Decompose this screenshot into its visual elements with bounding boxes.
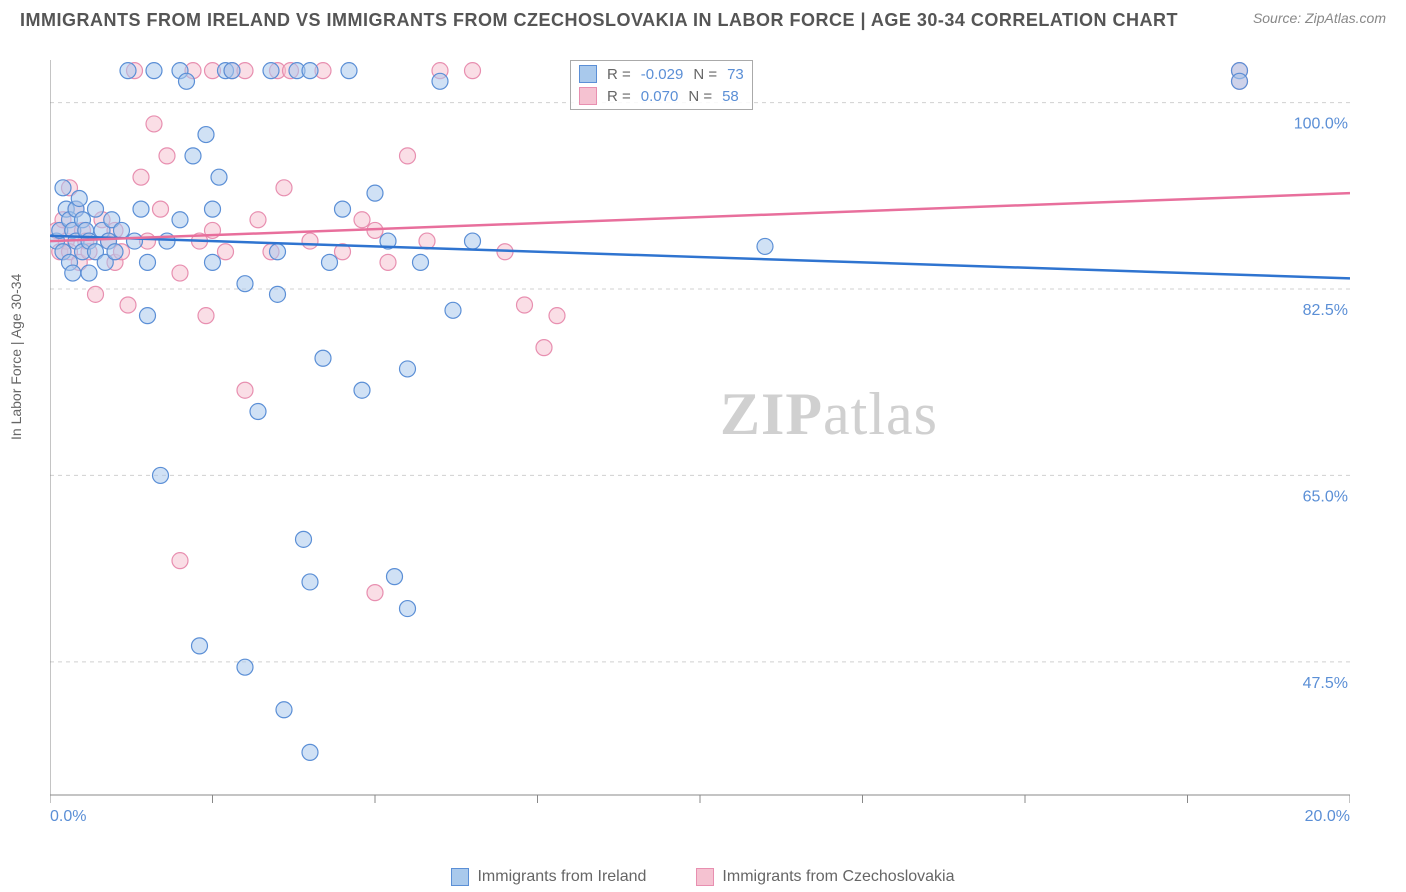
r-label: R = — [607, 66, 631, 83]
n-value-ireland: 73 — [727, 66, 744, 83]
legend-item-czech: Immigrants from Czechoslovakia — [696, 868, 954, 886]
legend-stats-row: R = -0.029 N = 73 — [579, 63, 744, 85]
n-value-czech: 58 — [722, 88, 739, 105]
source-label: Source: ZipAtlas.com — [1253, 10, 1386, 26]
n-label: N = — [688, 88, 712, 105]
legend-label-ireland: Immigrants from Ireland — [477, 868, 646, 886]
r-label: R = — [607, 88, 631, 105]
legend-swatch-czech-icon — [696, 868, 714, 886]
svg-text:82.5%: 82.5% — [1303, 302, 1348, 319]
legend-swatch-czech — [579, 87, 597, 105]
legend-stats-row: R = 0.070 N = 58 — [579, 85, 744, 107]
legend-item-ireland: Immigrants from Ireland — [451, 868, 646, 886]
svg-text:47.5%: 47.5% — [1303, 675, 1348, 692]
svg-text:65.0%: 65.0% — [1303, 488, 1348, 505]
legend-series: Immigrants from Ireland Immigrants from … — [0, 868, 1406, 886]
svg-text:100.0%: 100.0% — [1294, 116, 1348, 133]
n-label: N = — [693, 66, 717, 83]
r-value-ireland: -0.029 — [641, 66, 684, 83]
chart-title: IMMIGRANTS FROM IRELAND VS IMMIGRANTS FR… — [20, 10, 1178, 31]
legend-label-czech: Immigrants from Czechoslovakia — [722, 868, 954, 886]
svg-text:20.0%: 20.0% — [1305, 808, 1350, 825]
y-axis-label: In Labor Force | Age 30-34 — [8, 274, 24, 440]
scatter-chart: 47.5% 65.0% 82.5% 100.0% 0.0% 20.0% — [50, 55, 1350, 825]
source-prefix: Source: — [1253, 10, 1305, 26]
legend-swatch-ireland — [579, 65, 597, 83]
svg-text:0.0%: 0.0% — [50, 808, 86, 825]
legend-stats: R = -0.029 N = 73 R = 0.070 N = 58 — [570, 60, 753, 110]
legend-swatch-ireland-icon — [451, 868, 469, 886]
r-value-czech: 0.070 — [641, 88, 679, 105]
watermark: ZIPatlas — [720, 380, 938, 449]
chart-area: 47.5% 65.0% 82.5% 100.0% 0.0% 20.0% — [50, 55, 1350, 825]
source-name: ZipAtlas.com — [1305, 10, 1386, 26]
